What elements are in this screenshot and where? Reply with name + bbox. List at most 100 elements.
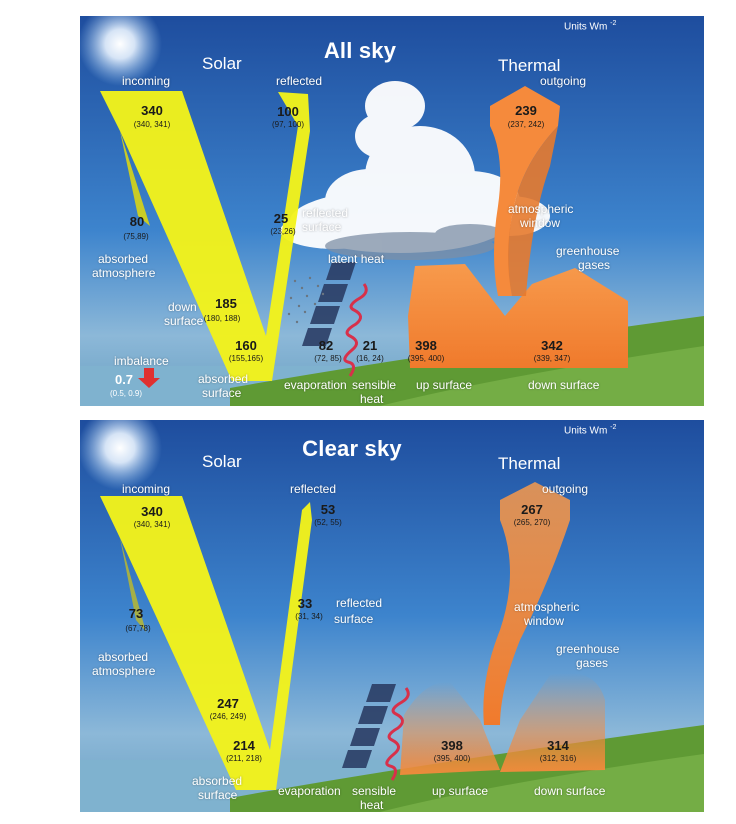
sensible-heat-range: (16, 24) — [356, 354, 384, 363]
sensible-heat-coil — [385, 687, 410, 781]
latent-heat-tower — [342, 684, 396, 768]
imbalance-label: imbalance — [114, 354, 169, 368]
reflected-surface-range: (23,26) — [270, 227, 296, 236]
absorbed-atmosphere-value: 73 — [128, 606, 144, 621]
down-surface-thermal-value: 314 — [547, 738, 569, 753]
reflected-surface-value: 25 — [273, 211, 289, 226]
solar-flow-band — [100, 496, 312, 790]
reflected-label: reflected — [290, 482, 337, 496]
evaporation-range: (72, 85) — [314, 354, 342, 363]
absorbed-atmosphere-range: (75,89) — [123, 232, 149, 241]
all-sky-diagram-graphic — [80, 16, 704, 406]
all-sky-panel: Units Wm -2 All sky Solar Thermal incomi… — [80, 16, 704, 406]
down-surface-label-2: surface — [164, 314, 204, 328]
imbalance-value: 0.7 — [114, 372, 134, 387]
down-surface-value: 185 — [215, 296, 237, 311]
reflected-surface-label-1: reflected — [336, 596, 383, 610]
outgoing-range: (237, 242) — [507, 120, 545, 129]
absorbed-atmosphere-label-2: atmosphere — [92, 266, 156, 280]
solar-header: Solar — [202, 54, 242, 73]
sensible-heat-coil — [343, 283, 368, 377]
down-surface-thermal-label: down surface — [534, 784, 606, 798]
down-surface-label-1: down — [168, 300, 197, 314]
incoming-label: incoming — [122, 74, 171, 88]
sensible-heat-value: 21 — [362, 338, 378, 353]
solar-header: Solar — [202, 452, 242, 471]
reflected-surface-range: (31, 34) — [295, 612, 323, 621]
down-surface-thermal-range: (339, 347) — [533, 354, 571, 363]
latent-heat-label: latent heat — [328, 252, 385, 266]
sensible-heat-label-2: heat — [360, 392, 384, 406]
down-surface-thermal-range: (312, 316) — [539, 754, 577, 763]
greenhouse-gases-label-2: gases — [576, 656, 609, 670]
sensible-heat-label-1: sensible — [352, 378, 397, 392]
atmospheric-window-label-2: window — [520, 216, 561, 230]
absorbed-surface-label-1: absorbed — [192, 774, 243, 788]
reflected-label: reflected — [276, 74, 323, 88]
reflected-range: (52, 55) — [314, 518, 342, 527]
rain-icon — [287, 276, 325, 324]
units-label: Units Wm -2 — [564, 424, 617, 437]
outgoing-range: (265, 270) — [513, 518, 551, 527]
thermal-header: Thermal — [498, 454, 561, 473]
panel-title: Clear sky — [302, 436, 402, 461]
absorbed-surface-value: 214 — [233, 738, 255, 753]
latent-heat-tower — [302, 262, 356, 346]
atmospheric-window-label-2: window — [524, 614, 565, 628]
absorbed-surface-label-1: absorbed — [198, 372, 249, 386]
evaporation-label: evaporation — [284, 378, 347, 392]
greenhouse-gases-label-2: gases — [578, 258, 611, 272]
down-surface-range: (246, 249) — [209, 712, 247, 721]
reflected-value: 100 — [277, 104, 299, 119]
absorbed-surface-range: (155,165) — [228, 354, 264, 363]
reflected-range: (97, 100) — [271, 120, 305, 129]
clear-sky-panel: Units Wm -2 Clear sky Solar Thermal inco… — [80, 420, 704, 812]
absorbed-atmosphere-label-1: absorbed — [98, 252, 149, 266]
thermal-outgoing-band — [490, 86, 560, 296]
reflected-surface-value: 33 — [297, 596, 313, 611]
down-surface-value: 247 — [217, 696, 239, 711]
down-surface-range: (180, 188) — [203, 314, 241, 323]
outgoing-label: outgoing — [540, 74, 587, 88]
outgoing-label: outgoing — [542, 482, 589, 496]
thermal-header: Thermal — [498, 56, 561, 75]
up-surface-range: (395, 400) — [407, 354, 445, 363]
thermal-surface-block — [408, 264, 628, 368]
atmospheric-window-label-1: atmospheric — [508, 202, 574, 216]
reflected-surface-label-1: reflected — [302, 206, 349, 220]
imbalance-range: (0.5, 0.9) — [109, 389, 143, 398]
reflected-value: 53 — [320, 502, 336, 517]
absorbed-atmosphere-label-1: absorbed — [98, 650, 149, 664]
down-surface-thermal-label: down surface — [528, 378, 600, 392]
absorbed-atmosphere-value: 80 — [129, 214, 145, 229]
reflected-surface-label-2: surface — [334, 612, 374, 626]
greenhouse-gases-label-1: greenhouse — [556, 642, 620, 656]
evaporation-value: 82 — [318, 338, 334, 353]
sun-icon — [80, 420, 162, 490]
up-surface-value: 398 — [415, 338, 437, 353]
incoming-label: incoming — [122, 482, 171, 496]
panel-title: All sky — [323, 38, 397, 63]
up-surface-label: up surface — [432, 784, 489, 798]
thermal-outgoing-band — [483, 482, 570, 725]
absorbed-surface-range: (211, 218) — [226, 754, 262, 763]
up-surface-label: up surface — [416, 378, 473, 392]
imbalance-arrow-icon — [138, 368, 160, 388]
up-surface-range: (395, 400) — [433, 754, 471, 763]
reflected-surface-label-2: surface — [302, 220, 342, 234]
solar-flow-band — [100, 91, 310, 381]
absorbed-surface-value: 160 — [235, 338, 257, 353]
incoming-value: 340 — [141, 103, 163, 118]
greenhouse-gases-label-1: greenhouse — [556, 244, 620, 258]
absorbed-surface-label-2: surface — [202, 386, 242, 400]
incoming-range: (340, 341) — [133, 520, 171, 529]
up-surface-value: 398 — [441, 738, 463, 753]
absorbed-surface-label-2: surface — [198, 788, 238, 802]
outgoing-value: 267 — [521, 502, 543, 517]
incoming-value: 340 — [141, 504, 163, 519]
down-surface-thermal-value: 342 — [541, 338, 563, 353]
atmospheric-window-label-1: atmospheric — [514, 600, 580, 614]
evaporation-label: evaporation — [278, 784, 341, 798]
units-label: Units Wm -2 — [564, 20, 617, 33]
sensible-heat-label-2: heat — [360, 798, 384, 812]
